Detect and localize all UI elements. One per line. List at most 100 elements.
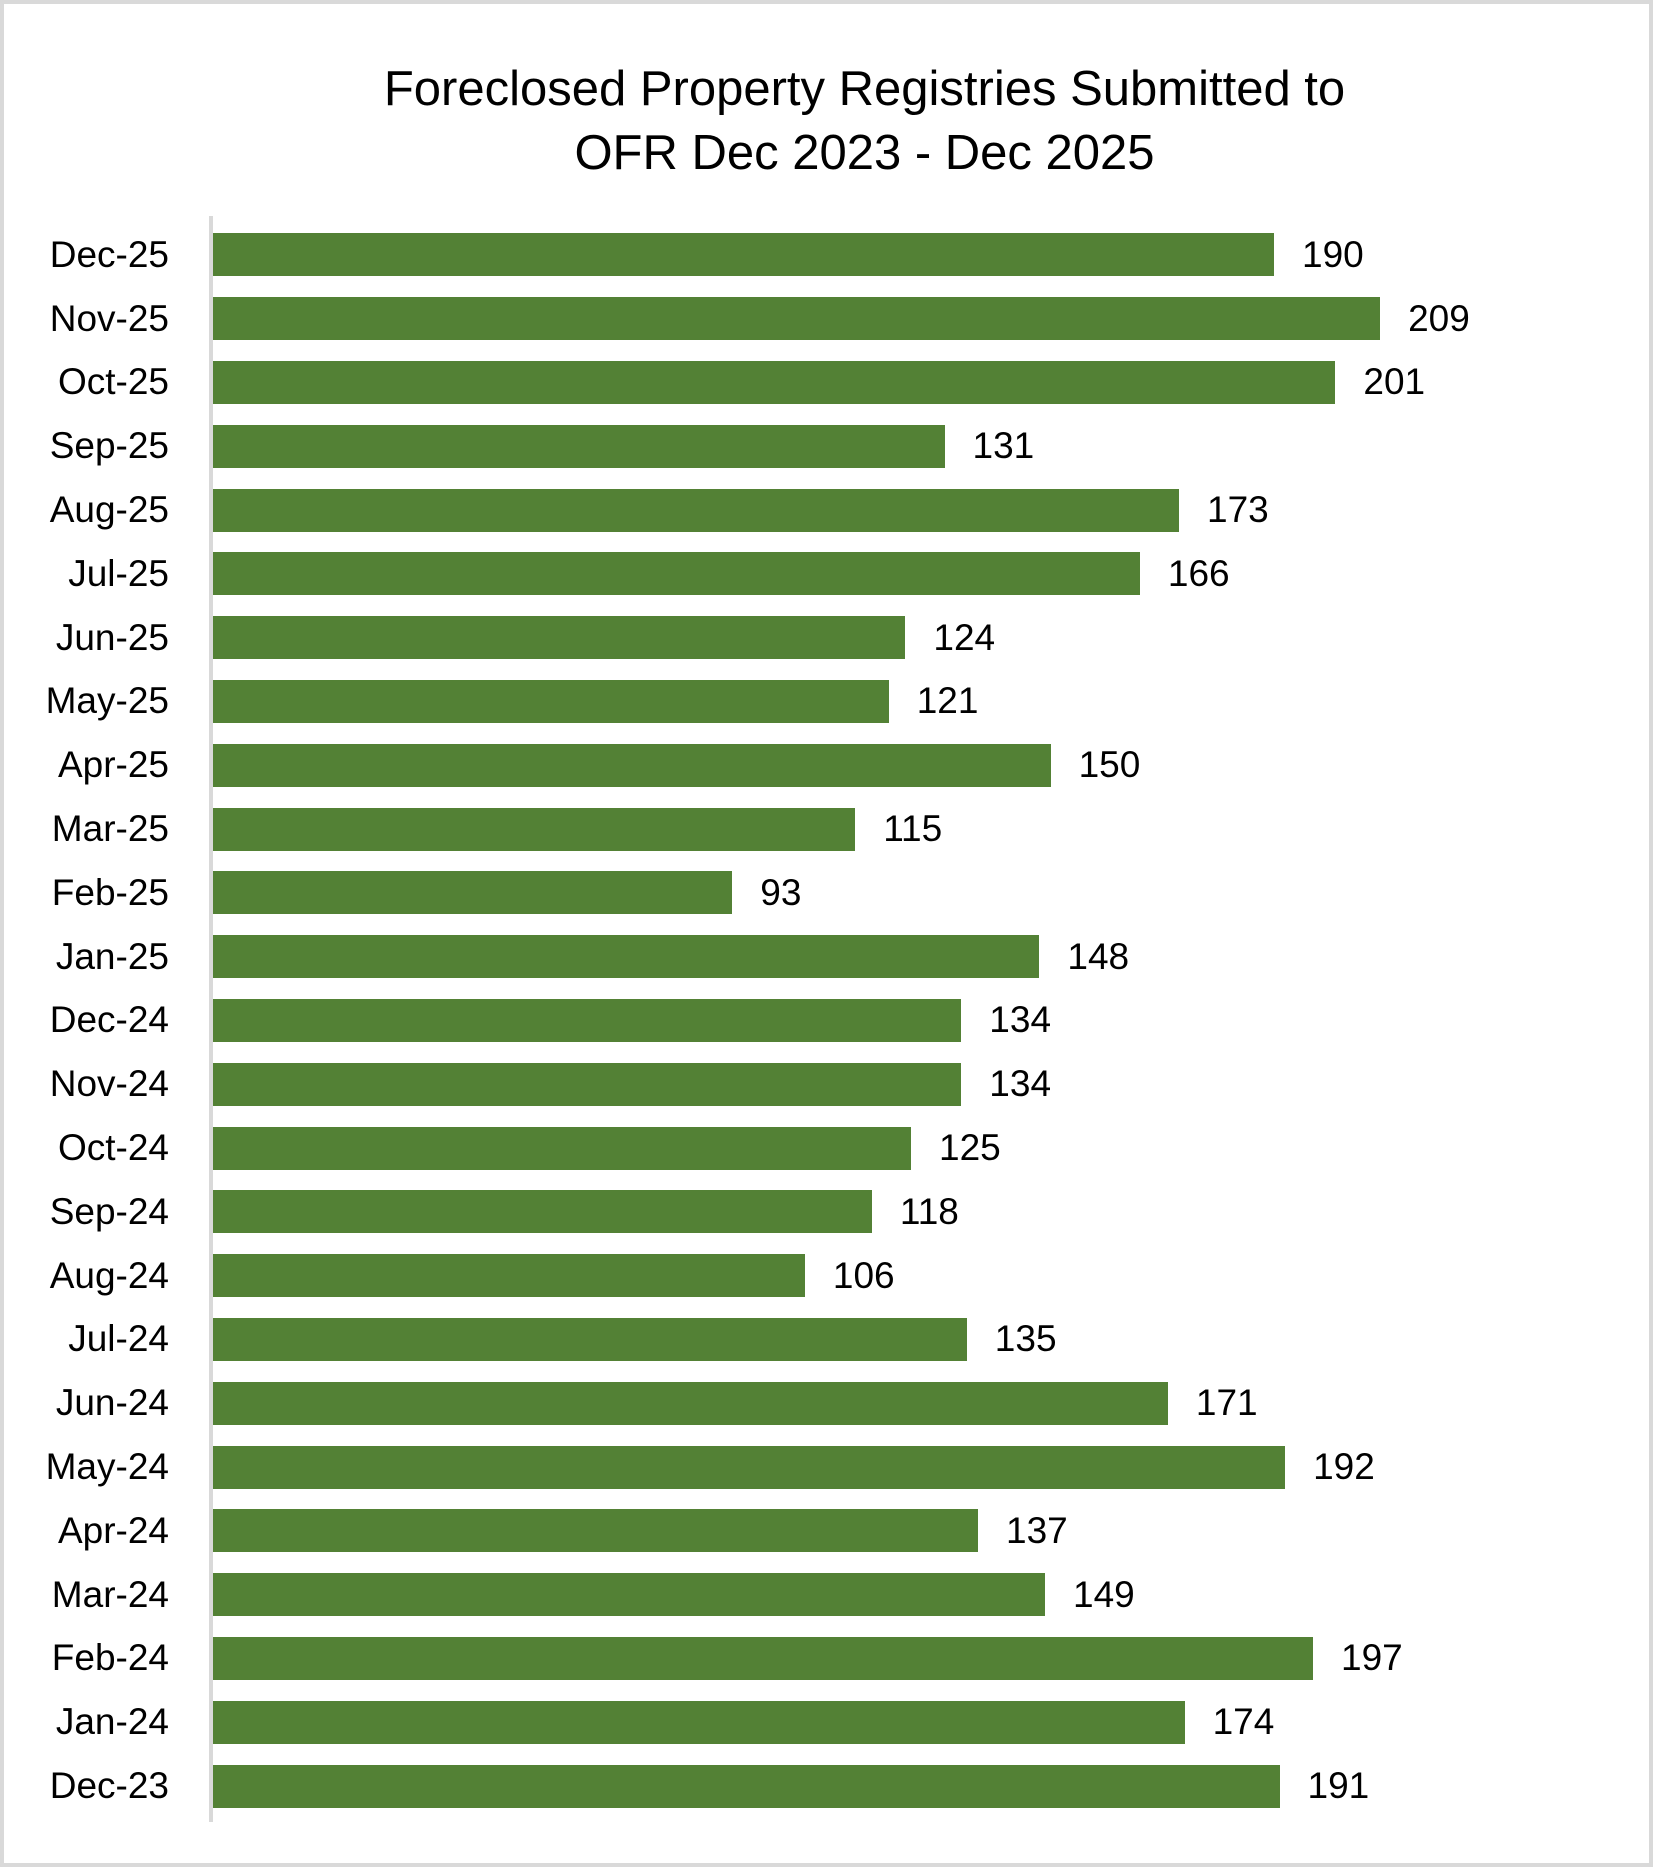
category-label: Feb-25 bbox=[51, 871, 169, 913]
value-label: 115 bbox=[883, 808, 943, 850]
value-label: 131 bbox=[972, 425, 1035, 467]
bar-row: Aug-25 173 bbox=[4, 478, 1653, 542]
value-label: 148 bbox=[1067, 935, 1130, 977]
value-label: 171 bbox=[1195, 1382, 1258, 1424]
category-label: May-24 bbox=[45, 1446, 169, 1488]
value-label: 201 bbox=[1363, 361, 1426, 403]
value-label: 93 bbox=[760, 871, 802, 913]
bar-row: Apr-24 137 bbox=[4, 1499, 1653, 1563]
category-label: Jul-24 bbox=[68, 1318, 169, 1360]
bar bbox=[213, 1381, 1168, 1425]
value-label: 106 bbox=[832, 1254, 895, 1296]
category-label: Dec-23 bbox=[49, 1765, 169, 1807]
bar bbox=[213, 1126, 911, 1170]
value-label: 191 bbox=[1307, 1765, 1370, 1807]
category-label: Dec-24 bbox=[49, 999, 169, 1041]
category-label: Mar-25 bbox=[51, 808, 169, 850]
bar bbox=[213, 233, 1274, 277]
value-label: 135 bbox=[994, 1318, 1057, 1360]
chart-title-line-1: Foreclosed Property Registries Submitted… bbox=[383, 62, 1346, 116]
bar-row: Nov-24 134 bbox=[4, 1052, 1653, 1116]
bar bbox=[213, 1254, 805, 1298]
bar-row: Aug-24 106 bbox=[4, 1244, 1653, 1308]
category-label: Oct-24 bbox=[57, 1127, 169, 1169]
bar-row: Jan-25 148 bbox=[4, 925, 1653, 989]
chart-title: Foreclosed Property Registries Submitted… bbox=[38, 58, 1653, 185]
value-label: 137 bbox=[1006, 1509, 1068, 1551]
category-label: Mar-24 bbox=[51, 1573, 169, 1615]
bar bbox=[213, 1573, 1045, 1617]
category-label: Sep-25 bbox=[49, 425, 169, 467]
value-label: 190 bbox=[1302, 233, 1364, 275]
category-label: Nov-25 bbox=[49, 297, 169, 339]
bar-row: Feb-24 197 bbox=[4, 1627, 1653, 1691]
bar bbox=[213, 935, 1040, 979]
bar bbox=[213, 807, 856, 851]
category-label: Aug-24 bbox=[49, 1254, 169, 1296]
category-label: May-25 bbox=[45, 680, 169, 722]
bar bbox=[213, 1636, 1313, 1680]
category-label: Jul-25 bbox=[68, 552, 169, 594]
value-label: 197 bbox=[1341, 1637, 1403, 1679]
bar-row: Sep-25 131 bbox=[4, 414, 1653, 478]
bar-row: Oct-25 201 bbox=[4, 351, 1653, 415]
bar bbox=[213, 1764, 1280, 1808]
y-axis-line bbox=[209, 216, 213, 1822]
bar-row: Jul-25 166 bbox=[4, 542, 1653, 606]
plot-area: Dec-25 190 Nov-25 209 Oct-25 201 Sep-25 131 Aug-… bbox=[4, 223, 1653, 1818]
value-label: 174 bbox=[1212, 1701, 1275, 1743]
category-label: Sep-24 bbox=[49, 1190, 169, 1232]
bar-row: Dec-25 190 bbox=[4, 223, 1653, 287]
bar bbox=[213, 552, 1140, 596]
bar bbox=[213, 616, 906, 660]
value-label: 134 bbox=[989, 1063, 1052, 1105]
value-label: 209 bbox=[1408, 297, 1470, 339]
chart-title-line-2: OFR Dec 2023 - Dec 2025 bbox=[574, 125, 1155, 180]
category-label: Apr-25 bbox=[57, 744, 169, 786]
bar-row: Mar-25 115 bbox=[4, 797, 1653, 861]
bar-row: Oct-24 125 bbox=[4, 1116, 1653, 1180]
bar bbox=[213, 424, 945, 468]
bar-row: Jun-24 171 bbox=[4, 1371, 1653, 1435]
category-label: Jun-24 bbox=[55, 1382, 169, 1424]
value-label: 118 bbox=[899, 1190, 959, 1232]
value-label: 149 bbox=[1073, 1573, 1135, 1615]
bar-row: Jun-25 124 bbox=[4, 606, 1653, 670]
bar-row: Apr-25 150 bbox=[4, 733, 1653, 797]
value-label: 125 bbox=[939, 1127, 1001, 1169]
value-label: 134 bbox=[989, 999, 1052, 1041]
bar bbox=[213, 871, 733, 915]
bar-row: May-25 121 bbox=[4, 670, 1653, 734]
value-label: 121 bbox=[916, 680, 979, 722]
bar-row: Sep-24 118 bbox=[4, 1180, 1653, 1244]
bar bbox=[213, 679, 889, 723]
bar bbox=[213, 1190, 872, 1234]
bar-row: May-24 192 bbox=[4, 1435, 1653, 1499]
bar bbox=[213, 743, 1051, 787]
category-label: Oct-25 bbox=[57, 361, 169, 403]
category-label: Jun-25 bbox=[55, 616, 169, 658]
category-label: Jan-25 bbox=[55, 935, 169, 977]
category-label: Nov-24 bbox=[49, 1063, 169, 1105]
bar bbox=[213, 1700, 1185, 1744]
bar-row: Dec-24 134 bbox=[4, 989, 1653, 1053]
bar bbox=[213, 1062, 962, 1106]
bar-row: Jan-24 174 bbox=[4, 1690, 1653, 1754]
value-label: 192 bbox=[1313, 1446, 1375, 1488]
bar bbox=[213, 360, 1336, 404]
bar-row: Feb-25 93 bbox=[4, 861, 1653, 925]
bar-row: Dec-23 191 bbox=[4, 1754, 1653, 1818]
bar bbox=[213, 1317, 967, 1361]
bar bbox=[213, 488, 1179, 532]
value-label: 124 bbox=[933, 616, 996, 658]
category-label: Apr-24 bbox=[57, 1509, 169, 1551]
category-label: Dec-25 bbox=[49, 233, 169, 275]
bar-row: Mar-24 149 bbox=[4, 1563, 1653, 1627]
category-label: Aug-25 bbox=[49, 489, 169, 531]
value-label: 166 bbox=[1167, 552, 1230, 594]
bar bbox=[213, 1509, 978, 1553]
value-label: 150 bbox=[1078, 744, 1141, 786]
category-label: Feb-24 bbox=[51, 1637, 169, 1679]
value-label: 173 bbox=[1207, 489, 1269, 531]
